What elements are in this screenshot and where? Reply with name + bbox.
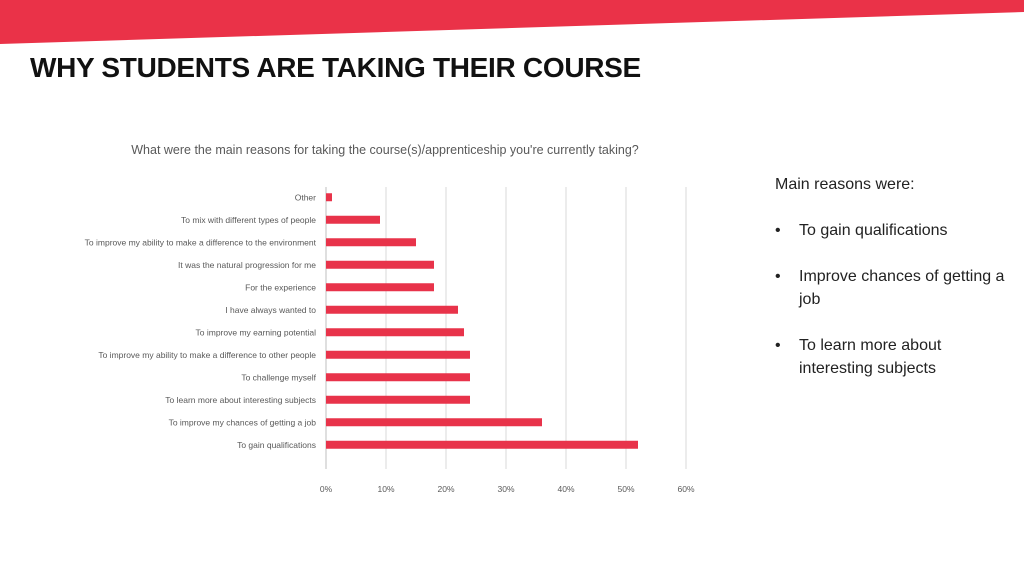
bar [326,215,380,224]
bar [326,373,470,382]
top-banner [0,0,1024,44]
bar [326,193,332,202]
bar [326,440,638,449]
banner-shape [0,0,1024,44]
bar [326,283,434,292]
category-label: To improve my chances of getting a job [169,417,317,427]
category-label: To mix with different types of people [181,215,316,225]
x-tick-label: 60% [677,484,694,494]
category-label: Other [295,192,316,202]
x-tick-label: 40% [557,484,574,494]
x-tick-label: 20% [437,484,454,494]
bar [326,350,470,359]
category-label: To improve my ability to make a differen… [98,350,316,360]
bar [326,260,434,269]
bar-chart: Other To mix with different types of peop… [85,187,695,494]
key-findings-list: To gain qualifications Improve chances o… [775,219,1015,380]
key-finding-item: To learn more about interesting subjects [775,334,1015,380]
category-label: To learn more about interesting subjects [165,395,316,405]
bar [326,305,458,314]
bar [326,395,470,404]
category-label: To gain qualifications [237,440,316,450]
x-tick-label: 50% [617,484,634,494]
slide-title: WHY STUDENTS ARE TAKING THEIR COURSE [30,52,641,83]
bar [326,328,464,337]
category-label: It was the natural progression for me [178,260,316,270]
category-label: To improve my earning potential [196,327,317,337]
category-label: To challenge myself [241,372,316,382]
x-tick-label: 10% [377,484,394,494]
bar [326,418,542,427]
category-label: For the experience [245,282,316,292]
key-finding-item: Improve chances of getting a job [775,265,1015,311]
key-findings-panel: Main reasons were: To gain qualification… [775,173,1015,403]
category-label: To improve my ability to make a differen… [85,237,317,247]
x-tick-label: 30% [497,484,514,494]
key-findings-heading: Main reasons were: [775,176,915,193]
bar [326,238,416,247]
category-label: I have always wanted to [225,305,316,315]
x-tick-label: 0% [320,484,333,494]
key-finding-item: To gain qualifications [775,219,1015,242]
chart-title: What were the main reasons for taking th… [131,143,639,157]
